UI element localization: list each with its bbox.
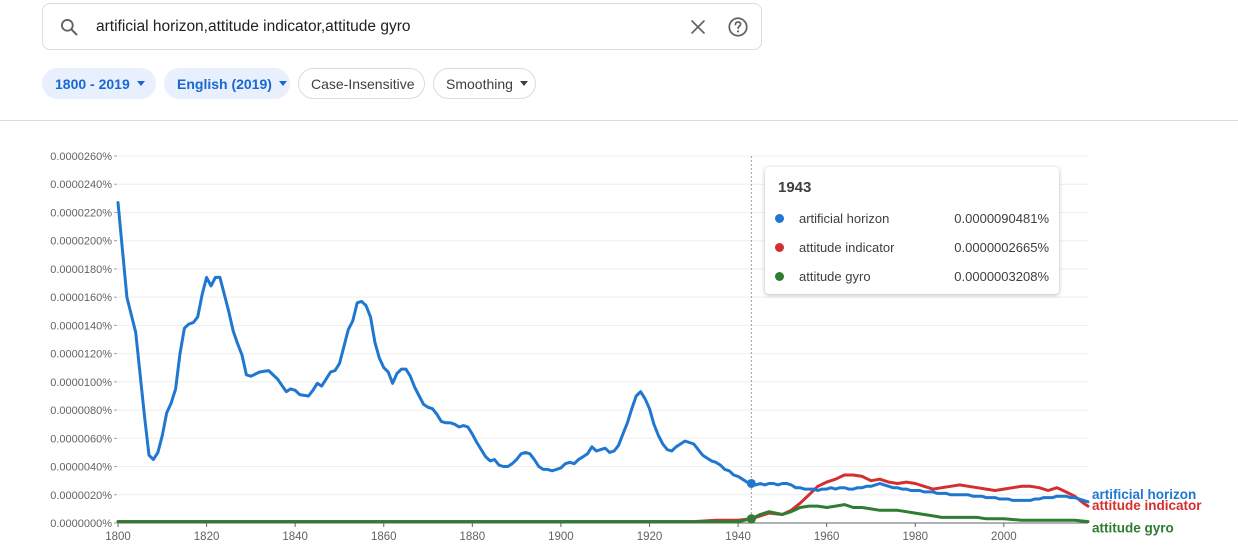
year-range-label: 1800 - 2019	[55, 75, 130, 92]
y-tick-label: 0.0000120%	[50, 349, 112, 361]
tooltip-series-value: 0.0000003208%	[954, 269, 1049, 284]
search-query[interactable]: artificial horizon,attitude indicator,at…	[96, 18, 411, 35]
y-tick-label: 0.0000020%	[50, 490, 112, 502]
help-icon[interactable]	[727, 16, 749, 38]
year-range-chip[interactable]: 1800 - 2019	[42, 68, 156, 99]
chart-series	[116, 201, 1090, 524]
y-tick-label: 0.0000240%	[50, 179, 112, 191]
x-tick-label: 1920	[637, 531, 663, 543]
hover-tooltip: 1943 artificial horizon 0.0000090481% at…	[765, 167, 1059, 294]
x-tick-label: 1800	[105, 531, 131, 543]
search-box[interactable]: artificial horizon,attitude indicator,at…	[42, 3, 762, 50]
x-tick-label: 2000	[991, 531, 1017, 543]
y-tick-label: 0.0000100%	[50, 377, 112, 389]
tooltip-series-value: 0.0000090481%	[954, 211, 1049, 226]
corpus-chip[interactable]: English (2019)	[164, 68, 290, 99]
series-dot-icon	[775, 243, 784, 252]
x-tick-label: 1900	[548, 531, 574, 543]
hover-markers	[746, 478, 756, 524]
tooltip-row-attitude-indicator: attitude indicator 0.0000002665%	[775, 239, 1049, 259]
tooltip-series-name: attitude gyro	[799, 269, 871, 284]
chevron-down-icon	[519, 81, 528, 86]
x-tick-label: 1940	[725, 531, 751, 543]
x-tick-label: 1840	[282, 531, 308, 543]
hover-marker-attitude-gyro	[746, 514, 756, 524]
series-dot-icon	[775, 272, 784, 281]
chevron-down-icon	[278, 81, 287, 86]
y-tick-label: 0.0000200%	[50, 236, 112, 248]
y-tick-label: 0.0000160%	[50, 292, 112, 304]
y-tick-label: 0.0000060%	[50, 433, 112, 445]
series-end-label-attitude-indicator: attitude indicator	[1092, 498, 1202, 513]
case-label: Case-Insensitive	[311, 75, 415, 92]
hover-marker-artificial-horizon	[746, 478, 756, 488]
y-tick-label: 0.0000220%	[50, 207, 112, 219]
tooltip-row-attitude-gyro: attitude gyro 0.0000003208%	[775, 268, 1049, 288]
tooltip-series-name: attitude indicator	[799, 240, 895, 255]
series-end-label-attitude-gyro: attitude gyro	[1092, 521, 1174, 536]
series-line-artificial-horizon[interactable]	[116, 201, 1090, 504]
tooltip-year: 1943	[778, 179, 812, 196]
x-tick-label: 1960	[814, 531, 840, 543]
y-tick-label: 0.0000260%	[50, 151, 112, 163]
y-tick-label: 0.0000040%	[50, 462, 112, 474]
smoothing-label: Smoothing	[446, 75, 513, 92]
tooltip-series-name: artificial horizon	[799, 211, 890, 226]
x-tick-label: 1820	[194, 531, 220, 543]
x-axis: 1800 1820 1840 1860 1880 1900 1920 1940 1960 1980…	[105, 522, 1088, 543]
y-tick-label: 0.0000080%	[50, 405, 112, 417]
series-line-attitude-indicator[interactable]	[116, 473, 1090, 524]
tooltip-row-artificial-horizon: artificial horizon 0.0000090481%	[775, 210, 1049, 230]
divider	[0, 120, 1238, 121]
x-tick-label: 1880	[460, 531, 486, 543]
corpus-label: English (2019)	[177, 75, 272, 92]
close-icon[interactable]	[689, 18, 707, 36]
y-tick-label: 0.0000180%	[50, 264, 112, 276]
y-tick-label: 0.0000140%	[50, 320, 112, 332]
y-tick-label: 0.0000000%	[50, 518, 112, 530]
series-dot-icon	[775, 214, 784, 223]
x-tick-label: 1980	[902, 531, 928, 543]
smoothing-chip[interactable]: Smoothing	[433, 68, 536, 99]
case-insensitive-chip[interactable]: Case-Insensitive	[298, 68, 425, 99]
tooltip-series-value: 0.0000002665%	[954, 240, 1049, 255]
search-icon	[60, 19, 78, 36]
chevron-down-icon	[136, 81, 145, 86]
x-tick-label: 1860	[371, 531, 397, 543]
series-end-label-artificial-horizon: artificial horizon	[1092, 487, 1196, 502]
series-line-attitude-gyro[interactable]	[116, 503, 1090, 524]
y-axis: 0.0000000% 0.0000020% 0.0000040% 0.0000060%…	[50, 151, 117, 530]
